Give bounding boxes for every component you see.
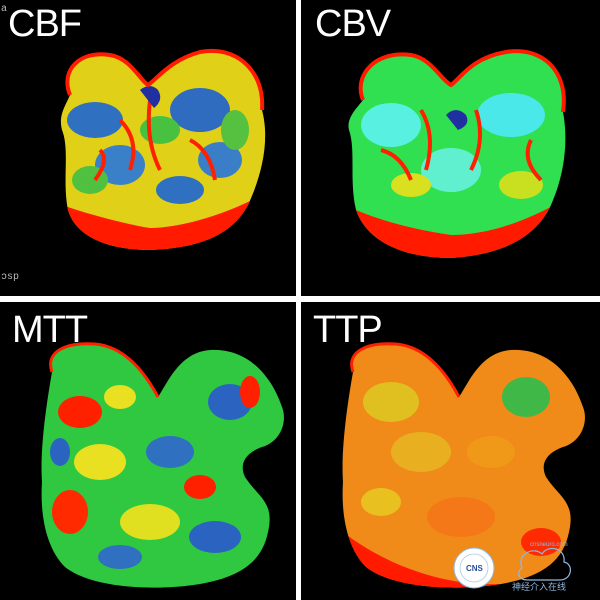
panel-label-cbf: CBF <box>8 3 82 45</box>
ttp-panel: TTP CNS cnsneuro.com 神经介入在线 <box>301 302 600 600</box>
ttp-perfusion-map <box>342 342 585 588</box>
bottom-annotation: ɔsp <box>1 272 20 283</box>
panel-label-cbv: CBV <box>315 3 391 45</box>
mtt-perfusion-map <box>41 342 284 588</box>
cbf-panel: CBF a ɔsp <box>0 0 296 296</box>
watermark: CNS cnsneuro.com 神经介入在线 <box>452 538 592 594</box>
panel-label-ttp: TTP <box>313 309 383 351</box>
watermark-logo-icon <box>453 547 571 589</box>
cbv-perfusion-map <box>348 49 566 259</box>
cbv-panel: CBV <box>301 0 600 296</box>
watermark-site-text: 神经介入在线 <box>512 582 567 592</box>
watermark-logo-text: CNS <box>466 564 483 573</box>
watermark-url: cnsneuro.com <box>530 542 568 548</box>
cbf-perfusion-map <box>60 48 266 250</box>
panel-label-mtt: MTT <box>12 309 88 351</box>
corner-annotation: a <box>1 4 8 15</box>
mtt-panel: MTT <box>0 302 296 600</box>
